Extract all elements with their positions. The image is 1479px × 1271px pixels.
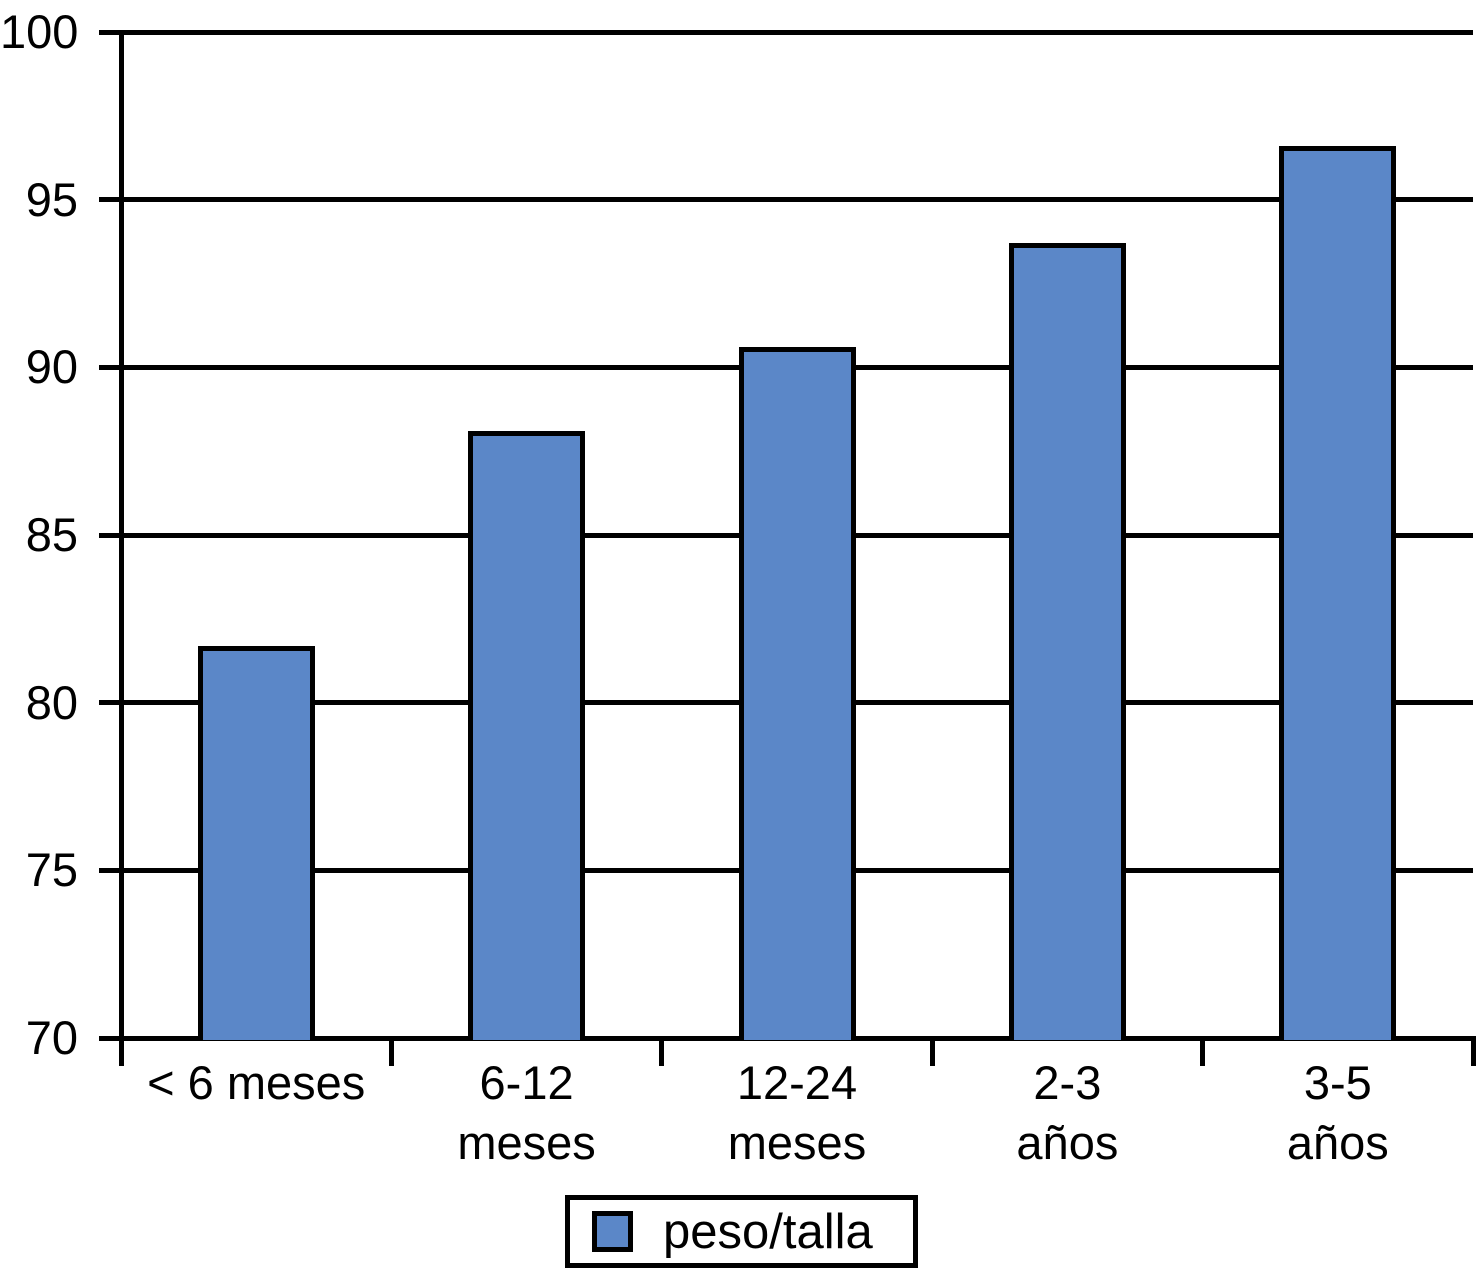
y-tick-label: 70: [25, 1011, 78, 1064]
y-tick-label: 85: [25, 508, 78, 561]
legend-swatch-icon: [592, 1211, 633, 1252]
y-tick-label: 75: [25, 843, 78, 897]
y-tick-label: 100: [0, 5, 79, 58]
x-tick: [1470, 1035, 1476, 1066]
bar: [1279, 146, 1397, 1041]
legend: peso/talla: [565, 1195, 918, 1268]
y-axis-line: [118, 29, 124, 1066]
legend-label: peso/talla: [663, 1204, 873, 1259]
gridline: [99, 29, 1473, 35]
x-tick-label: 6-12 meses: [457, 1056, 596, 1169]
x-tick: [388, 1035, 394, 1066]
gridline: [99, 197, 1473, 203]
y-tick-label: 90: [25, 340, 78, 394]
x-tick-label: < 6 meses: [147, 1056, 366, 1109]
bar: [738, 347, 856, 1041]
bar: [197, 645, 315, 1041]
y-tick-label: 80: [25, 675, 78, 729]
y-tick-label: 95: [25, 172, 78, 226]
bar: [1008, 243, 1126, 1041]
bar: [468, 431, 586, 1041]
x-tick: [1200, 1035, 1206, 1066]
x-tick: [659, 1035, 665, 1066]
x-tick-label: 3-5 años: [1286, 1056, 1389, 1169]
x-tick-label: 12-24 meses: [727, 1056, 867, 1169]
x-tick-label: 2-3 años: [1016, 1056, 1119, 1169]
x-tick: [929, 1035, 935, 1066]
